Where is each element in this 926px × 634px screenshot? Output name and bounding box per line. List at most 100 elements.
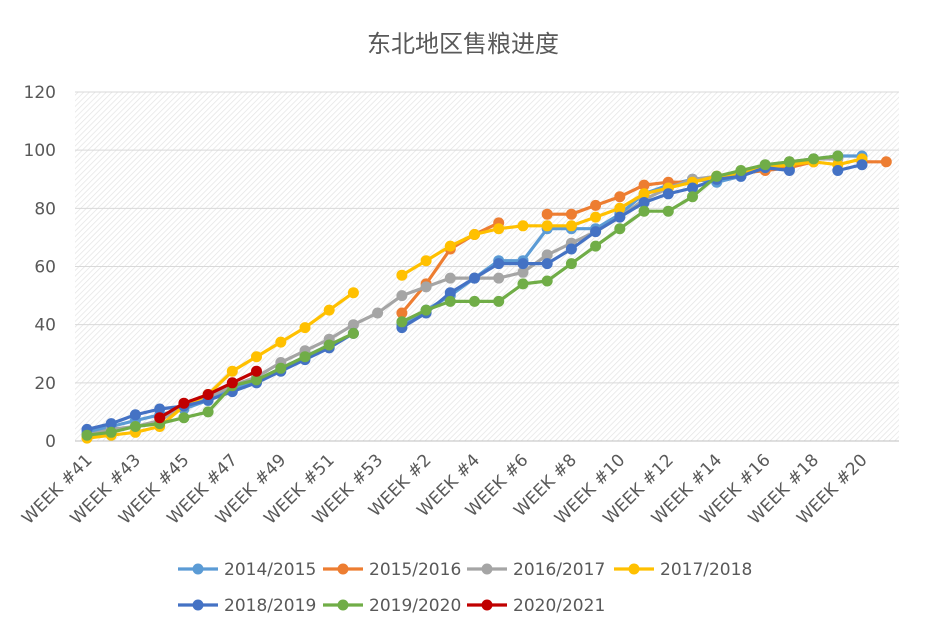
data-point [251,365,262,377]
series-lines [81,150,892,444]
data-point [541,275,553,287]
legend-label: 2019/2020 [369,596,461,616]
data-point [832,150,844,162]
data-point [541,208,553,220]
data-point [565,243,577,255]
legend-swatch-marker [337,599,349,611]
data-point [711,170,723,182]
legend-item: 2014/2015 [178,560,316,580]
legend: 2014/2015 2015/2016 2016/2017 2017/2018 2018… [178,560,752,616]
y-tick-label: 20 [34,374,56,394]
data-point [420,304,432,316]
y-axis: 0 20 40 60 80 100 120 [24,83,56,452]
legend-swatch-marker [628,563,640,575]
data-point [517,266,529,278]
legend-item: 2015/2016 [323,560,461,580]
y-tick-label: 80 [34,199,56,219]
legend-item: 2019/2020 [323,596,461,616]
data-point [590,226,602,238]
data-point [565,258,577,270]
data-point [493,223,505,235]
series-2020-2021 [154,365,262,424]
data-point [541,258,553,270]
data-point [251,351,262,363]
data-point [202,406,214,418]
data-point [105,426,117,438]
data-point [565,208,577,220]
data-point [81,429,93,441]
data-point [638,179,650,191]
data-point [154,412,166,424]
data-point [687,191,698,203]
data-point [275,362,287,374]
legend-label: 2018/2019 [224,596,316,616]
data-point [347,287,359,299]
data-point [226,377,238,389]
data-point [590,199,602,211]
data-point [420,281,432,293]
data-point [372,307,384,319]
y-tick-label: 40 [34,316,56,336]
data-point [614,223,626,235]
legend-swatch-marker [192,599,204,611]
data-point [638,205,650,217]
legend-swatch-marker [192,563,204,575]
data-point [202,389,214,400]
y-tick-label: 120 [24,83,56,103]
data-point [638,188,650,200]
data-point [323,304,335,316]
data-point [614,191,626,203]
series-2019-2020 [81,150,844,441]
data-point [783,156,795,168]
data-point [541,220,553,232]
legend-swatch-marker [481,563,493,575]
legend-label: 2015/2016 [369,560,461,580]
y-tick-label: 100 [24,141,56,161]
data-point [323,339,335,351]
data-point [493,258,505,270]
gridlines [75,91,899,384]
data-point [226,365,238,377]
data-point [444,295,456,307]
data-point [856,159,868,171]
data-point [444,287,456,299]
data-point [832,165,844,176]
legend-item: 2017/2018 [614,560,752,580]
data-point [444,272,456,284]
data-point [178,412,190,424]
data-point [347,319,359,331]
legend-item: 2016/2017 [467,560,605,580]
legend-label: 2016/2017 [513,560,605,580]
legend-label: 2017/2018 [660,560,752,580]
legend-swatch-marker [481,599,493,611]
data-point [129,421,141,432]
data-point [517,278,529,290]
data-point [614,202,626,214]
data-point [469,229,480,240]
y-tick-label: 60 [34,258,56,278]
data-point [638,197,650,208]
data-point [517,220,529,232]
data-point [808,153,820,165]
legend-swatch-marker [337,563,349,575]
data-point [299,351,311,363]
data-point [299,322,311,334]
data-point [178,397,190,409]
data-point [493,295,505,307]
data-point [662,188,674,200]
data-point [565,220,577,232]
data-point [251,374,262,386]
data-point [880,156,892,168]
data-point [396,290,408,302]
data-point [541,249,553,261]
legend-label: 2020/2021 [513,596,605,616]
data-point [687,182,698,194]
data-point [105,418,117,430]
data-point [129,409,141,421]
data-point [735,165,747,176]
data-point [396,269,408,281]
data-point [590,211,602,223]
